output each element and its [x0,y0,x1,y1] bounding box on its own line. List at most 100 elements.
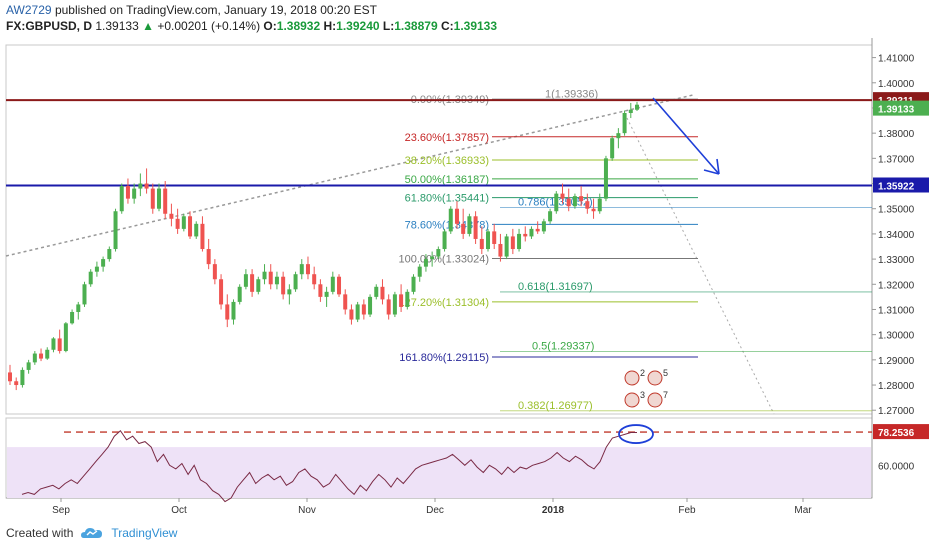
candle-down [312,274,317,285]
candle-up [517,233,522,250]
y-tick-label: 1.41000 [878,54,915,65]
candle-up [628,109,633,114]
candle-up [113,211,118,250]
rsi-y-tick-label: 60.0000 [878,461,915,472]
candle-down [399,294,404,307]
candle-up [119,186,124,212]
candle-down [523,233,528,237]
tradingview-cloud-icon [81,527,103,539]
rsi-axis-badge [873,424,929,440]
candle-down [498,243,503,257]
candle-up [622,113,627,134]
candle-up [274,276,279,285]
candle-up [156,188,161,209]
fib2-level-label: 1(1.39336) [545,89,598,101]
price-axis-badge-label: 1.35922 [878,181,915,192]
fib1-level-label: 23.60%(1.37857) [405,132,489,144]
x-tick-label: Sep [52,505,70,516]
down-arrow-line [652,97,720,175]
y-tick-label: 1.35000 [878,205,915,216]
symbol-line: FX:GBPUSD, D 1.39133 ▲ +0.00201 (+0.14%)… [6,19,497,33]
created-with-text: Created with [6,526,74,540]
y-tick-label: 1.34000 [878,230,915,241]
event-count: 7 [663,390,668,400]
candle-up [374,286,379,297]
fib1-level-label: 61.80%(1.35441) [405,193,489,205]
price-pane [5,44,873,415]
author-link[interactable]: AW2729 [6,3,52,17]
candle-up [597,198,602,212]
candle-down [454,208,459,224]
candle-up [107,249,112,260]
candle-up [529,228,534,237]
candle-down [492,231,497,244]
candle-down [163,188,168,214]
candle-up [616,133,621,139]
candle-up [20,369,25,386]
candle-up [299,264,304,275]
chart-canvas[interactable]: 1.410001.400001.390001.380001.370001.360… [0,38,932,522]
candle-up [231,301,236,320]
open-label: O: [263,19,277,33]
symbol-name: FX:GBPUSD, D [6,19,93,33]
event-flag-icon [647,370,663,386]
candle-down [125,186,130,199]
candle-down [510,236,515,250]
candle-up [287,289,292,295]
y-tick-label: 1.33000 [878,255,915,266]
publish-line: AW2729 published on TradingView.com, Jan… [6,3,377,17]
high-label: H: [323,19,337,33]
candle-up [94,266,99,272]
fib1-level-label: 127.20%(1.31304) [398,297,489,309]
y-tick-label: 1.40000 [878,79,915,90]
event-flag-icon [624,370,640,386]
candle-up [554,193,559,212]
rsi-highlight-circle [618,424,654,444]
high-value: 1.39240 [336,19,380,33]
candle-up [442,231,447,250]
candle-up [430,256,435,260]
tradingview-brand[interactable]: TradingView [111,526,178,540]
candle-down [566,198,571,207]
candle-down [8,372,12,382]
candle-down [57,338,62,352]
candle-up [88,271,93,285]
x-tick-label: 2018 [542,505,565,516]
candle-down [318,284,323,297]
candle-down [585,201,590,209]
y-tick-label: 1.31000 [878,305,915,316]
candle-up [368,296,373,315]
event-count: 2 [640,368,645,378]
y-tick-label: 1.29000 [878,356,915,367]
published-text: published on TradingView.com, January 19… [54,3,377,17]
change-up-arrow-icon: ▲ [142,19,154,33]
close-label: C: [440,19,454,33]
price-axis-badge [873,100,929,116]
candle-up [32,353,37,363]
rsi-line [21,429,637,503]
candle-up [293,274,298,290]
candle-up [82,284,87,305]
candle-down [343,294,348,310]
candle-up [76,304,81,312]
candle-down [560,193,565,199]
projection-line [626,117,775,415]
price-axis-badge [873,177,929,193]
fib1-level-label: 50.00%(1.36187) [405,174,489,186]
candle-up [635,104,639,110]
candle-up [51,338,56,350]
candle-up [70,311,75,324]
event-count: 3 [640,390,645,400]
fib1-level-label: 100.00%(1.33024) [398,253,489,265]
footer: Created with TradingView [6,526,177,540]
candle-up [423,259,428,267]
x-tick-label: Dec [426,505,444,516]
candle-up [330,276,335,292]
rsi-axis-badge-label: 78.2536 [878,428,915,439]
x-tick-label: Oct [171,505,187,516]
candle-down [479,238,484,250]
candle-down [281,276,286,295]
candle-up [392,294,397,315]
candle-up [237,286,242,302]
candle-down [579,196,584,202]
